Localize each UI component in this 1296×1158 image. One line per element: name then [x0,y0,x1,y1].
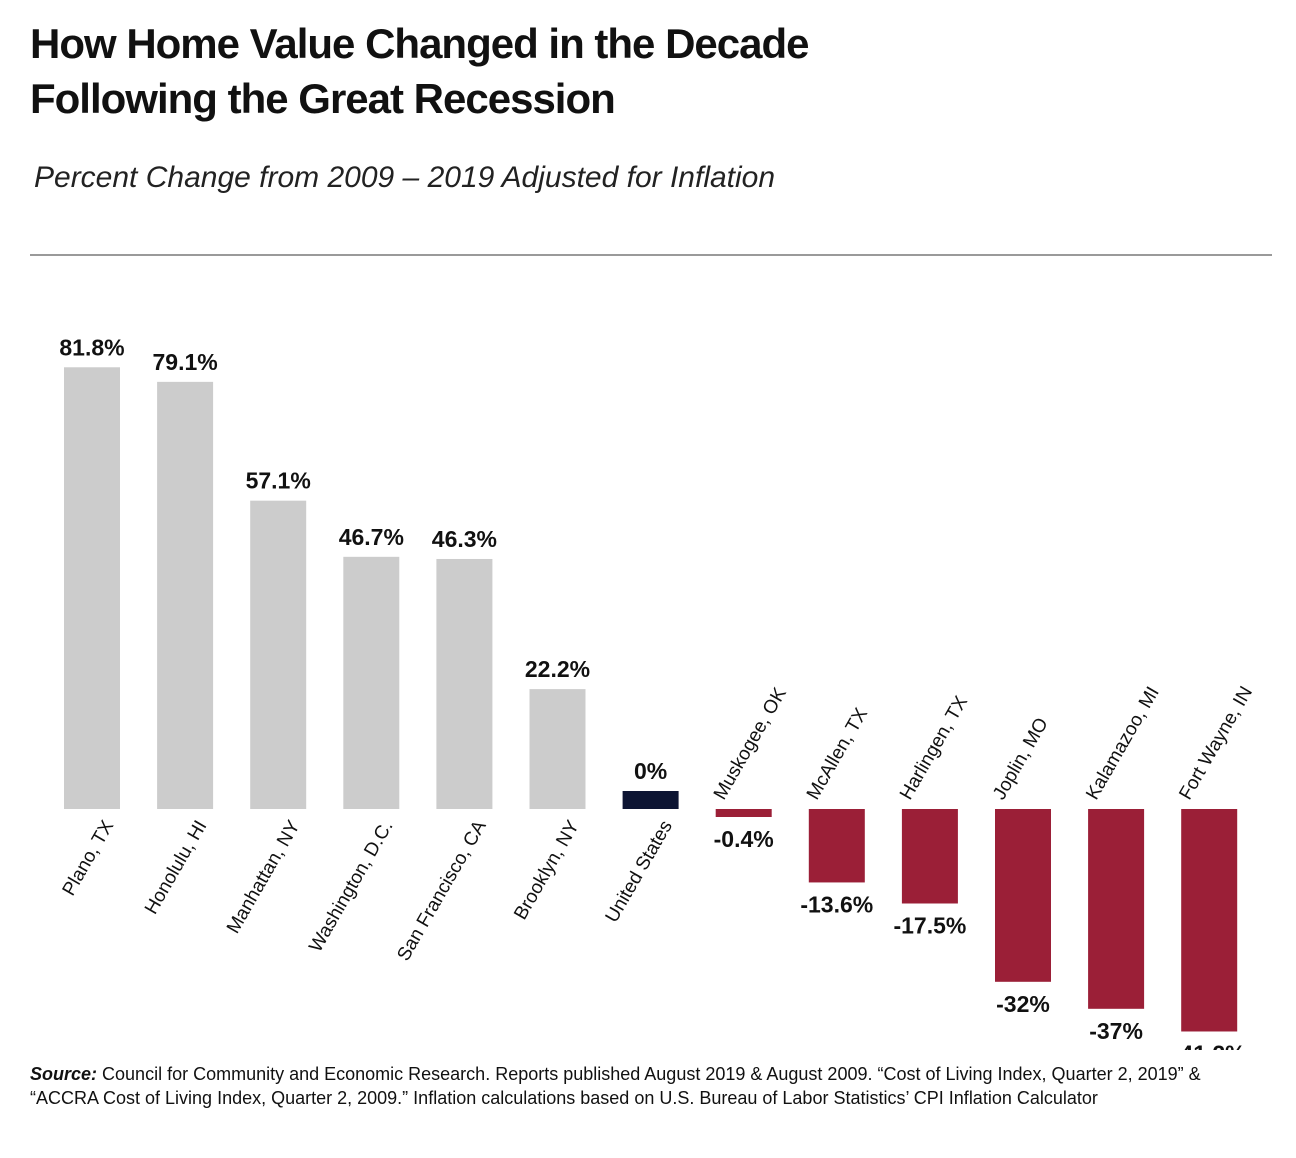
category-label-manhattan-ny: Manhattan, NY [223,817,305,938]
category-label-united-states: United States [602,817,677,926]
chart-title-line-1: How Home Value Changed in the Decade [30,20,810,67]
bar-united-states [622,791,679,809]
value-label-fort-wayne-in: -41.2% [1173,1040,1246,1050]
value-label-kalamazoo-mi: -37% [1089,1018,1143,1044]
bar-san-francisco-ca [436,558,493,809]
bar-muskogee-ok [715,809,772,817]
bar-chart: 81.8% Plano, TX 79.1% Honolulu, HI 57.1% Manh… [59,334,1257,1050]
value-label-brooklyn-ny: 22.2% [525,656,590,682]
value-label-harlingen-tx: -17.5% [893,913,966,939]
source-text: Council for Community and Economic Resea… [30,1064,1201,1108]
value-label-plano-tx: 81.8% [59,334,124,360]
chart-title-line-2: Following the Great Recession [30,75,616,122]
category-label-kalamazoo-mi: Kalamazoo, MI [1082,683,1164,803]
bar-fort-wayne-in [1181,809,1238,1032]
category-label-harlingen-tx: Harlingen, TX [896,692,972,803]
bar-kalamazoo-mi [1088,809,1145,1009]
divider [30,254,1272,256]
value-label-manhattan-ny: 57.1% [246,468,311,494]
value-label-honolulu-hi: 79.1% [152,349,217,375]
bar-washington-d-c [343,556,400,809]
category-label-washington-d-c: Washington, D.C. [305,817,397,956]
bar-manhattan-ny [250,500,307,809]
category-label-fort-wayne-in: Fort Wayne, IN [1175,683,1257,804]
value-label-muskogee-ok: -0.4% [714,826,774,852]
category-label-joplin-mo: Joplin, MO [989,714,1053,803]
bar-honolulu-hi [157,381,214,809]
category-label-honolulu-hi: Honolulu, HI [141,817,211,918]
value-label-washington-d-c: 46.7% [339,524,404,550]
category-label-mcallen-tx: McAllen, TX [803,704,872,803]
bar-mcallen-tx [808,809,865,883]
category-label-muskogee-ok: Muskogee, OK [710,684,791,804]
category-label-brooklyn-ny: Brooklyn, NY [510,817,584,924]
chart-title: How Home Value Changed in the Decade Fol… [30,16,1230,126]
category-label-san-francisco-ca: San Francisco, CA [393,817,491,965]
bar-plano-tx [64,367,120,809]
value-label-san-francisco-ca: 46.3% [432,526,497,552]
bar-joplin-mo [995,809,1051,982]
value-label-joplin-mo: -32% [996,991,1050,1017]
category-label-plano-tx: Plano, TX [59,817,119,900]
source-note: Source: Council for Community and Econom… [30,1062,1270,1110]
bar-harlingen-tx [901,809,958,904]
chart-subtitle: Percent Change from 2009 – 2019 Adjusted… [34,161,776,194]
bar-brooklyn-ny [529,689,586,809]
value-label-united-states: 0% [634,758,667,784]
source-label: Source: [30,1064,98,1084]
value-label-mcallen-tx: -13.6% [800,891,873,917]
